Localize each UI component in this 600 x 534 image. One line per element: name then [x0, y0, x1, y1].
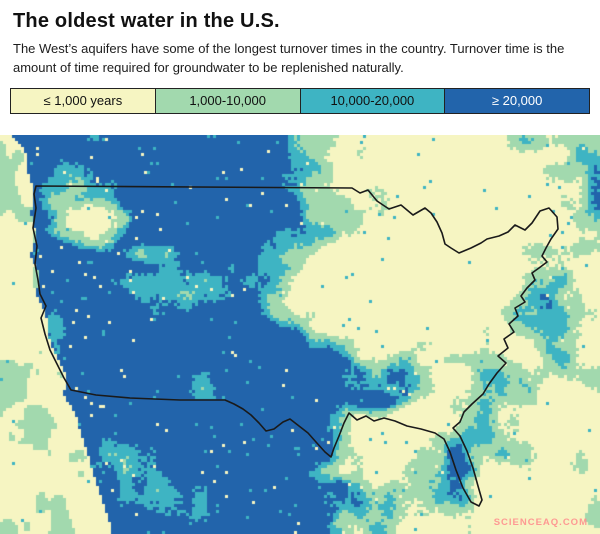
map: SCIENCEAQ.COM — [0, 134, 600, 534]
legend-label: 1,000-10,000 — [189, 93, 266, 109]
page-title: The oldest water in the U.S. — [13, 10, 280, 32]
legend-label: 10,000-20,000 — [330, 93, 415, 109]
header: The oldest water in the U.S. The West’s … — [0, 0, 600, 78]
legend-item-10000-20000: 10,000-20,000 — [299, 87, 446, 114]
legend-item-le-1000: ≤ 1,000 years — [10, 87, 156, 114]
legend-item-1000-10000: 1,000-10,000 — [154, 87, 301, 114]
legend: ≤ 1,000 years 1,000-10,000 10,000-20,000… — [10, 87, 590, 114]
us-border-path — [32, 184, 559, 507]
legend-label: ≤ 1,000 years — [43, 93, 123, 109]
page-subtitle: The West’s aquifers have some of the lon… — [13, 41, 565, 75]
legend-label: ≥ 20,000 — [491, 93, 543, 109]
legend-item-ge-20000: ≥ 20,000 — [444, 87, 590, 114]
us-aquifer-map-canvas — [0, 134, 600, 534]
us-border-outline — [32, 184, 559, 507]
watermark: SCIENCEAQ.COM — [493, 516, 588, 528]
